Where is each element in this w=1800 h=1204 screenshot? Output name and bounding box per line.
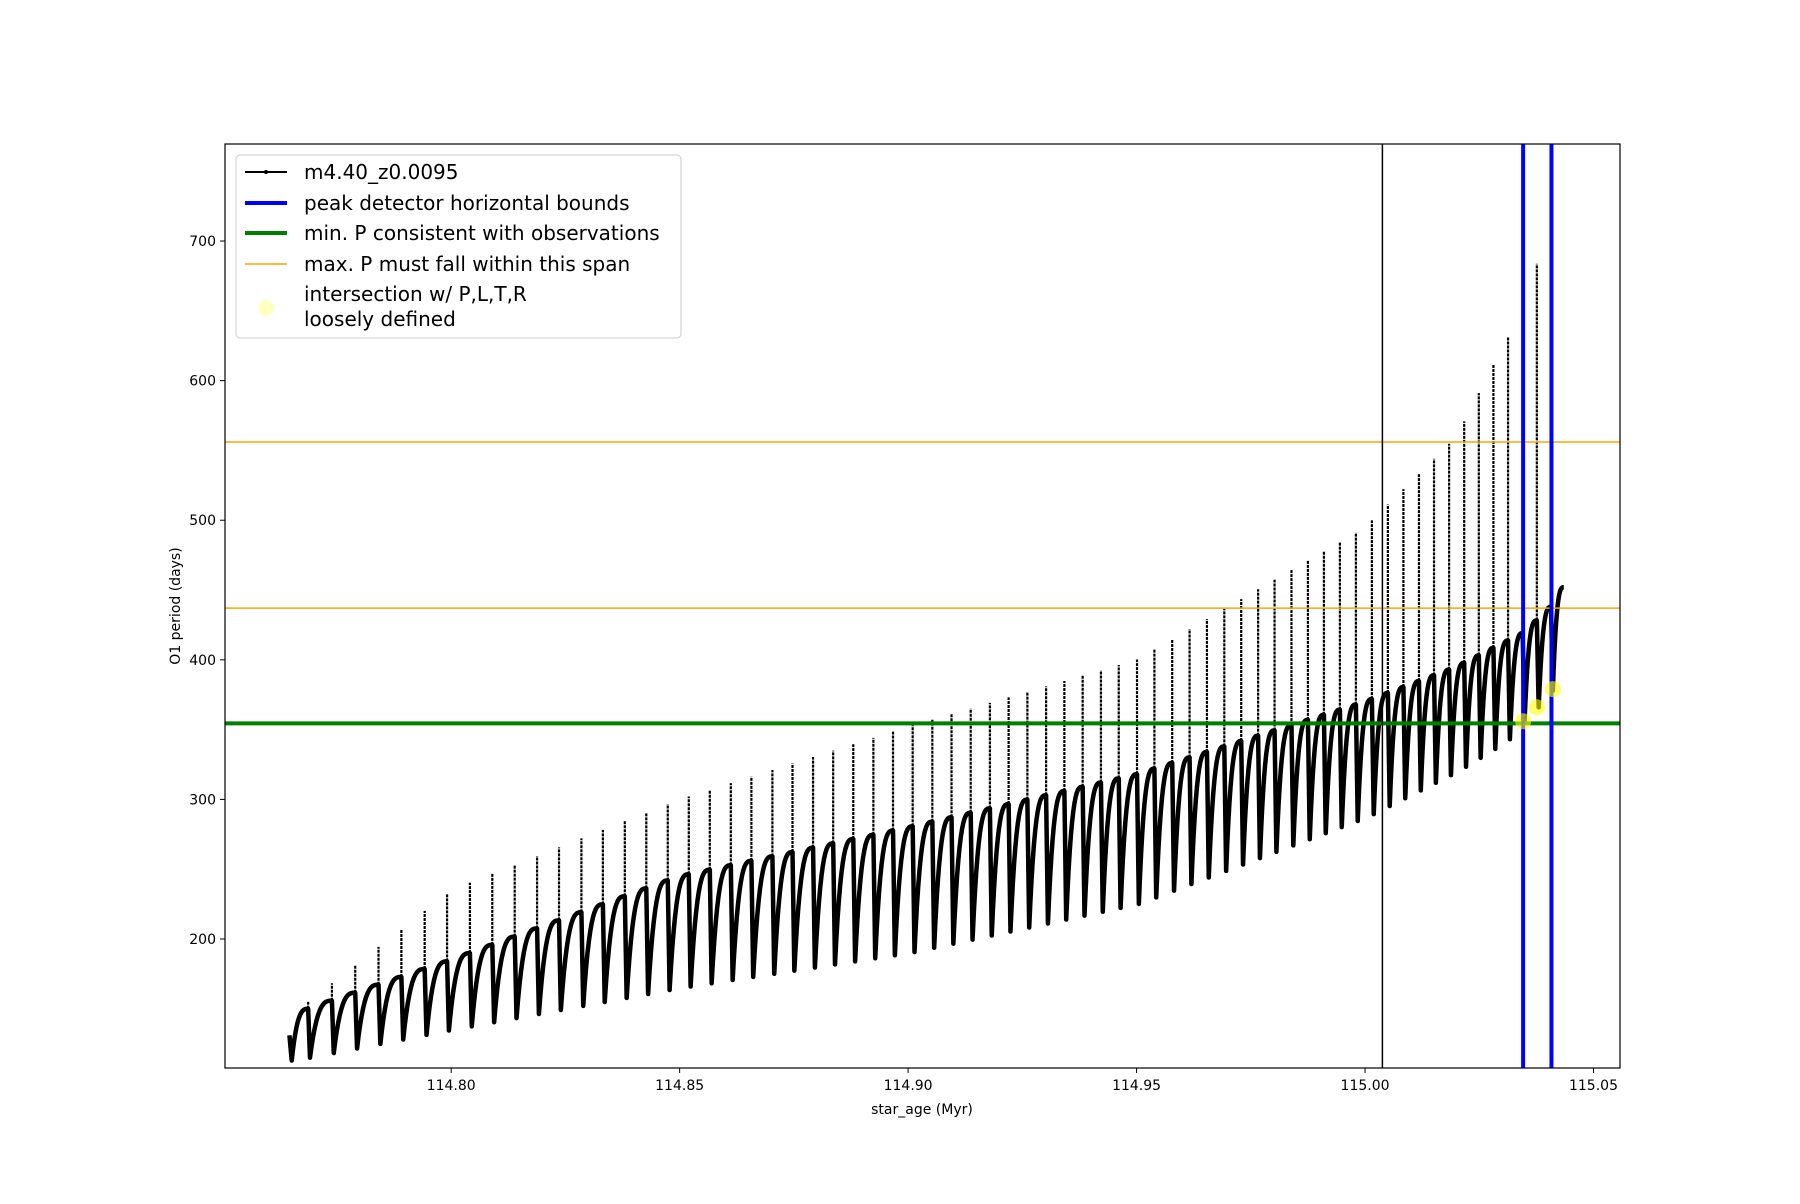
x-tick-label: 115.05 [1569,1078,1618,1094]
x-axis: 114.80 114.85 114.90 114.95 115.00 115.05 [427,1068,1618,1094]
y-axis: 200 300 400 500 600 700 [189,234,225,948]
legend-label-orange: max. P must fall within this span [304,252,630,276]
legend: m4.40_z0.0095 peak detector horizontal b… [235,154,682,339]
y-tick-label: 600 [189,374,216,390]
y-axis-label: O1 period (days) [168,547,184,664]
axes-frame [224,143,1621,1069]
legend-label-blue: peak detector horizontal bounds [304,191,630,215]
legend-box [235,154,682,339]
legend-label-green: min. P consistent with observations [304,221,660,245]
intersection-point [1544,681,1561,698]
series-line-m4.40_z0.0095 [287,584,1566,1063]
x-axis-label: star_age (Myr) [871,1102,973,1118]
legend-swatch-yellow [258,300,274,316]
x-tick-label: 115.00 [1341,1078,1390,1094]
y-tick-label: 200 [189,932,216,948]
y-tick-label: 300 [189,792,216,808]
x-tick-label: 114.90 [884,1078,933,1094]
plot-content [225,144,1620,1068]
x-tick-label: 114.85 [655,1078,704,1094]
legend-marker-model [264,170,268,174]
legend-label-yellow-2: loosely defined [304,307,456,331]
x-tick-label: 114.80 [427,1078,476,1094]
x-tick-label: 114.95 [1112,1078,1161,1094]
legend-label-yellow-1: intersection w/ P,L,T,R [304,282,527,306]
intersection-point [1528,699,1545,716]
y-tick-label: 700 [189,234,216,250]
y-tick-label: 500 [189,513,216,529]
intersection-point [1515,713,1532,730]
y-tick-label: 400 [189,653,216,669]
legend-label-model: m4.40_z0.0095 [304,160,459,184]
plot-area [225,144,1620,1068]
